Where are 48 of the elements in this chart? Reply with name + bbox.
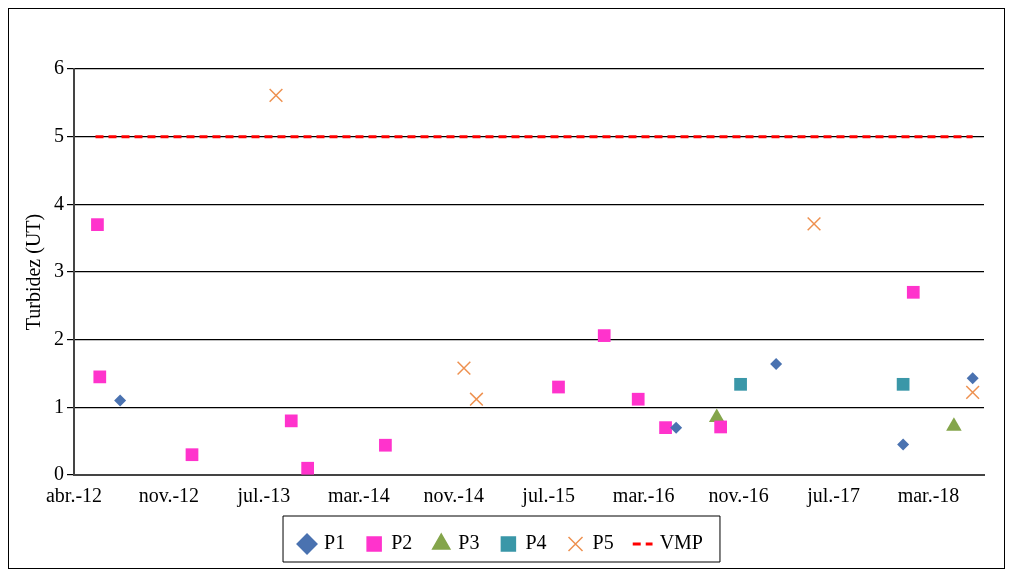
point [93,370,107,384]
x-tick-label: nov.-16 [708,484,769,507]
y-tick-label: 5 [54,123,64,146]
point [379,438,392,452]
x-tick-label: nov.-12 [138,484,200,507]
point [670,421,683,434]
point [114,394,127,407]
y-tick-label: 2 [54,326,64,349]
point [896,377,910,391]
x-tick-label: jul.-13 [236,484,291,508]
point [806,216,822,232]
point [965,385,980,400]
x-tick-label: abr.-12 [45,484,103,507]
point [966,372,979,385]
point [897,438,910,451]
point [268,88,284,103]
point [906,285,920,299]
point [284,414,298,428]
y-tick-label: 6 [54,56,64,79]
legend-label: P3 [458,531,480,554]
x-tick-label: jul.-15 [521,484,576,508]
point [469,392,484,407]
point [659,421,672,434]
y-tick-label: 3 [54,259,64,282]
point [185,448,199,462]
point [456,360,472,376]
x-tick-label: mar.-14 [328,484,390,507]
legend-label: P1 [324,531,346,554]
point [770,358,783,371]
legend-label: P4 [525,531,547,554]
point [597,329,611,342]
x-tick-label: mar.-18 [897,484,960,507]
y-axis-title: Turbidez (UT) [22,213,46,331]
point [714,420,728,434]
point [552,380,565,394]
legend-label: VMP [659,531,703,554]
point [734,377,747,391]
point [631,392,645,406]
x-tick-label: mar.-16 [612,484,675,507]
legend-label: P5 [592,531,614,554]
y-tick-label: 0 [54,462,64,485]
x-tick-label: nov.-14 [423,484,484,507]
point [301,461,315,475]
x-tick-label: jul.-17 [806,484,860,508]
point [91,218,104,231]
y-tick-label: 4 [54,191,64,214]
legend-label: P2 [391,531,413,554]
y-tick-label: 1 [54,394,64,417]
